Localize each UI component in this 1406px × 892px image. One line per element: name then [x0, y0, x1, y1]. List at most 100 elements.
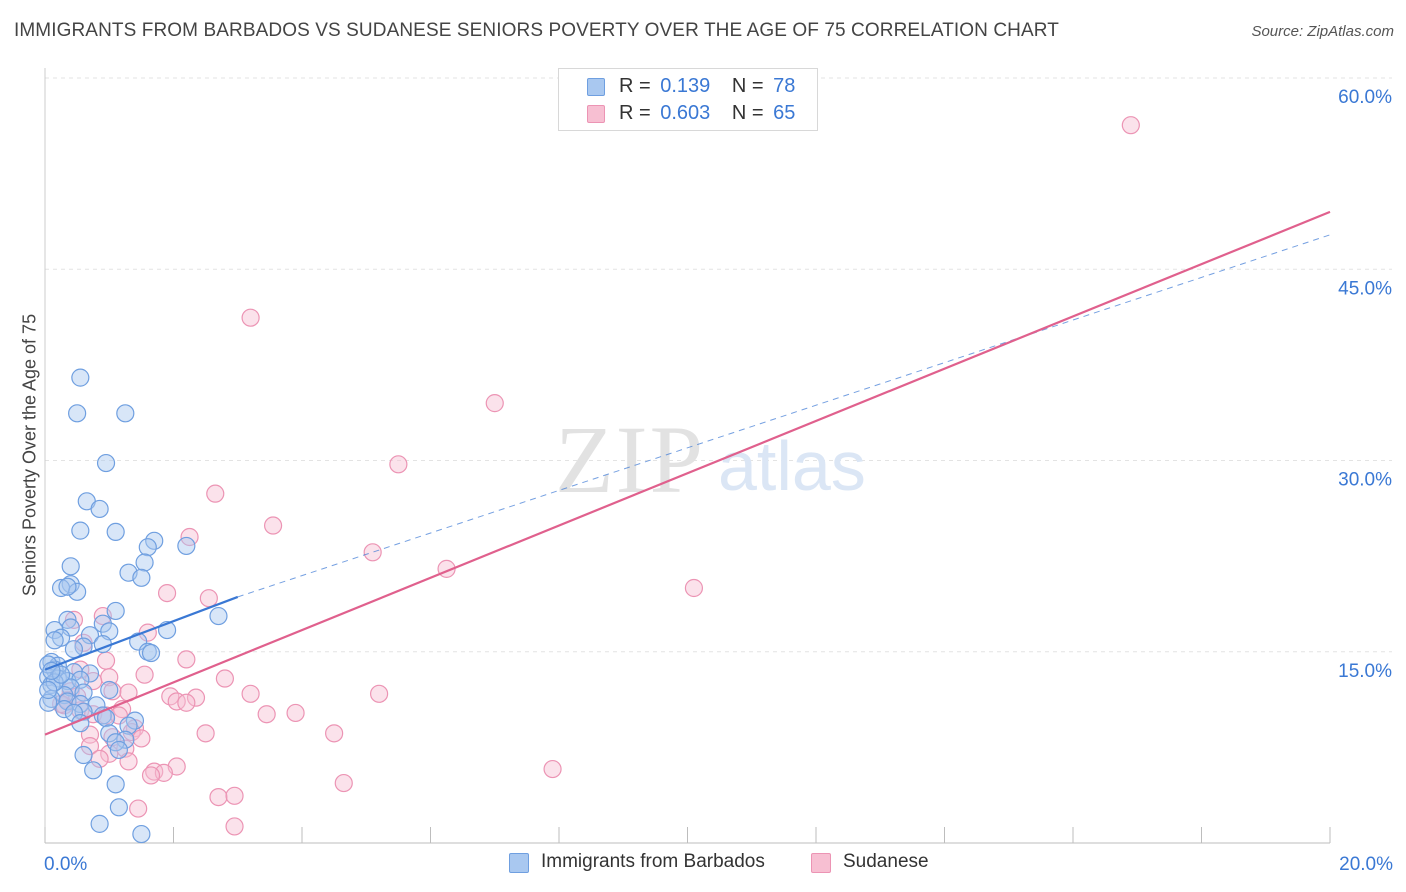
- sudanese-point: [206, 484, 225, 503]
- sudanese-point: [257, 705, 276, 724]
- sudanese-point: [209, 787, 228, 807]
- sudanese-point: [177, 693, 196, 712]
- sudanese-point: [1121, 116, 1140, 135]
- barbados-point: [106, 601, 125, 621]
- barbados-point: [177, 536, 196, 556]
- sudanese-point: [334, 773, 353, 793]
- legend-n-value-barbados: 78: [773, 75, 796, 97]
- sudanese-point: [80, 736, 100, 756]
- axes: [44, 68, 1331, 844]
- barbados-point: [39, 693, 58, 712]
- barbados-point: [100, 724, 119, 743]
- barbados-point: [80, 626, 100, 645]
- barbados-point: [84, 761, 103, 780]
- sudanese-point: [363, 543, 382, 562]
- sudanese-point: [485, 394, 504, 413]
- sudanese-point: [543, 759, 562, 779]
- sudanese-point: [370, 684, 389, 703]
- sudanese-point: [157, 583, 177, 603]
- barbados-point: [39, 680, 58, 700]
- barbados-point: [119, 716, 138, 735]
- barbados-point: [100, 680, 119, 700]
- barbados-trend-line: [44, 595, 239, 671]
- sudanese-point: [325, 724, 344, 743]
- legend-n-label: N =: [731, 75, 764, 97]
- y-axis-label: Seniors Poverty Over the Age of 75: [19, 313, 40, 597]
- barbados-point: [96, 453, 116, 473]
- legend-swatch-barbados: [587, 78, 605, 96]
- bottom-legend-swatch-sudanese: [811, 853, 831, 873]
- barbados-point: [64, 640, 84, 659]
- watermark: ZIP atlas: [555, 406, 866, 513]
- sudanese-point: [196, 724, 215, 743]
- barbados-point: [55, 700, 74, 719]
- barbados-point: [58, 577, 77, 596]
- barbados-point: [138, 538, 157, 557]
- sudanese-points: [51, 116, 1140, 836]
- correlation-legend: R = 0.139 N = 78 R = 0.603 N = 65: [558, 68, 818, 131]
- legend-r-label: R =: [619, 102, 651, 124]
- legend-text-barbados: R = 0.139 N = 78: [619, 75, 795, 98]
- bottom-legend-label-barbados: Immigrants from Barbados: [541, 851, 765, 872]
- tick-labels: 15.0% 30.0% 45.0% 60.0% 0.0% 20.0%: [44, 87, 1393, 875]
- barbados-point: [71, 521, 90, 540]
- sudanese-point: [129, 799, 148, 818]
- barbados-point: [74, 683, 93, 702]
- barbados-points: [39, 368, 228, 844]
- sudanese-point: [167, 692, 186, 711]
- barbados-point: [74, 745, 93, 765]
- sudanese-point: [215, 669, 234, 688]
- barbados-point: [74, 702, 93, 721]
- barbados-point: [90, 499, 109, 519]
- watermark-atlas: atlas: [718, 427, 866, 505]
- barbados-point: [68, 582, 87, 601]
- sudanese-point: [241, 308, 260, 327]
- barbados-point: [106, 775, 125, 794]
- y-tick-label: 60.0%: [1338, 87, 1392, 108]
- barbados-point: [68, 404, 87, 423]
- barbados-point: [80, 664, 100, 683]
- sudanese-point: [389, 455, 408, 474]
- legend-r-value-sudanese: 0.603: [660, 102, 711, 124]
- bottom-legend-swatch-barbados: [509, 853, 529, 873]
- chart-title: IMMIGRANTS FROM BARBADOS VS SUDANESE SEN…: [14, 20, 1059, 41]
- x-tick-label-max: 20.0%: [1339, 854, 1393, 875]
- barbados-point: [51, 665, 71, 684]
- trend-lines: [44, 210, 1331, 736]
- sudanese-point: [225, 817, 244, 836]
- barbados-point: [109, 798, 128, 817]
- legend-r-value-barbados: 0.139: [660, 75, 711, 97]
- barbados-point: [45, 631, 64, 650]
- barbados-point: [64, 703, 84, 723]
- x-tick-label-min: 0.0%: [44, 854, 87, 875]
- barbados-trend-extension: [237, 234, 1331, 598]
- sudanese-point: [199, 589, 218, 608]
- barbados-point: [135, 553, 154, 572]
- source-label: Source: ZipAtlas.com: [1251, 23, 1394, 40]
- barbados-point: [132, 824, 151, 844]
- barbados-point: [141, 643, 161, 663]
- bottom-legend-label-sudanese: Sudanese: [843, 851, 929, 872]
- legend-n-label: N =: [731, 102, 764, 124]
- sudanese-point: [132, 729, 151, 748]
- sudanese-point: [141, 766, 161, 785]
- barbados-point: [90, 814, 109, 833]
- barbados-point: [116, 404, 135, 423]
- barbados-point: [106, 522, 125, 542]
- sudanese-point: [100, 744, 119, 763]
- sudanese-point: [177, 650, 196, 669]
- y-tick-label: 45.0%: [1338, 278, 1392, 299]
- sudanese-point: [225, 786, 244, 805]
- legend-r-label: R =: [619, 75, 651, 97]
- sudanese-point: [135, 665, 154, 684]
- barbados-point: [61, 557, 80, 576]
- watermark-zip: ZIP: [555, 406, 705, 513]
- sudanese-point: [241, 684, 260, 703]
- y-tick-label: 15.0%: [1338, 661, 1392, 682]
- legend-swatch-sudanese: [587, 105, 605, 123]
- sudanese-point: [684, 578, 704, 598]
- sudanese-point: [286, 703, 305, 723]
- y-tick-label: 30.0%: [1338, 470, 1392, 491]
- legend-text-sudanese: R = 0.603 N = 65: [619, 102, 795, 125]
